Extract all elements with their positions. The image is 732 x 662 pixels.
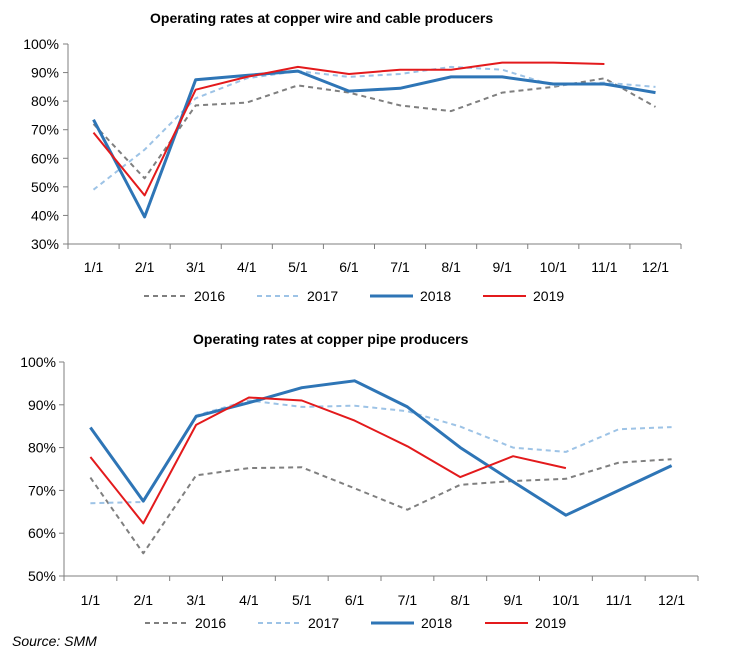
y-tick-label: 30% [31, 236, 59, 252]
x-tick-label: 10/1 [552, 592, 579, 608]
x-tick-label: 9/1 [492, 259, 512, 275]
series-line-2016 [92, 77, 656, 180]
x-tick-label: 3/1 [186, 259, 206, 275]
x-tick-label: 5/1 [288, 259, 308, 275]
chart-2-title: Operating rates at copper pipe producers [193, 331, 469, 347]
x-tick-label: 8/1 [441, 259, 461, 275]
x-tick-label: 12/1 [642, 259, 669, 275]
series-line-2018 [92, 69, 656, 219]
legend-label-2017: 2017 [307, 288, 338, 304]
series-line-2017 [90, 399, 672, 505]
x-tick-label: 10/1 [540, 259, 567, 275]
x-tick-label: 7/1 [390, 259, 410, 275]
y-tick-label: 70% [31, 122, 59, 138]
y-tick-label: 70% [28, 482, 56, 498]
series-line-2019 [89, 396, 567, 525]
series-line-2018 [89, 379, 673, 517]
chart-1: 100% 90% 80% 70% 60% 50% 40% 30% 1/1 2/1 3/1 4/1 5/1… [23, 36, 682, 304]
legend-label-2018: 2018 [421, 615, 452, 631]
source-note: Source: SMM [12, 633, 97, 649]
y-tick-label: 60% [31, 150, 59, 166]
y-tick-label: 90% [28, 397, 56, 413]
legend-label-2017: 2017 [308, 615, 339, 631]
legend-label-2018: 2018 [420, 288, 451, 304]
y-tick-label: 60% [28, 525, 56, 541]
x-tick-label: 4/1 [237, 259, 257, 275]
legend-label-2019: 2019 [533, 288, 564, 304]
y-tick-label: 100% [20, 354, 56, 370]
x-tick-label: 2/1 [135, 259, 155, 275]
x-tick-label: 12/1 [658, 592, 685, 608]
chart-2: 100% 90% 80% 70% 60% 50% 1/1 2/1 3/1 4/1 5/1 6/1 7/1… [20, 354, 699, 631]
y-tick-label: 50% [31, 179, 59, 195]
y-tick-label: 80% [31, 93, 59, 109]
x-tick-label: 3/1 [186, 592, 206, 608]
y-tick-label: 100% [23, 36, 59, 52]
y-tick-label: 80% [28, 440, 56, 456]
y-tick-label: 40% [31, 207, 59, 223]
x-tick-label: 2/1 [134, 592, 154, 608]
x-tick-label: 8/1 [451, 592, 471, 608]
series-line-2016 [89, 458, 672, 555]
x-tick-label: 11/1 [606, 592, 632, 608]
y-tick-label: 50% [28, 568, 56, 584]
x-tick-label: 5/1 [292, 592, 312, 608]
chart-1-title: Operating rates at copper wire and cable… [150, 10, 494, 26]
x-tick-label: 9/1 [503, 592, 523, 608]
x-tick-label: 6/1 [339, 259, 359, 275]
x-tick-label: 11/1 [591, 259, 617, 275]
legend-label-2016: 2016 [194, 288, 225, 304]
x-tick-label: 6/1 [345, 592, 365, 608]
x-tick-label: 1/1 [81, 592, 101, 608]
x-tick-label: 4/1 [239, 592, 259, 608]
legend-label-2019: 2019 [535, 615, 566, 631]
x-tick-label: 1/1 [84, 259, 104, 275]
legend-label-2016: 2016 [195, 615, 226, 631]
x-tick-label: 7/1 [398, 592, 418, 608]
series-line-2019 [92, 61, 605, 197]
y-tick-label: 90% [31, 65, 59, 81]
